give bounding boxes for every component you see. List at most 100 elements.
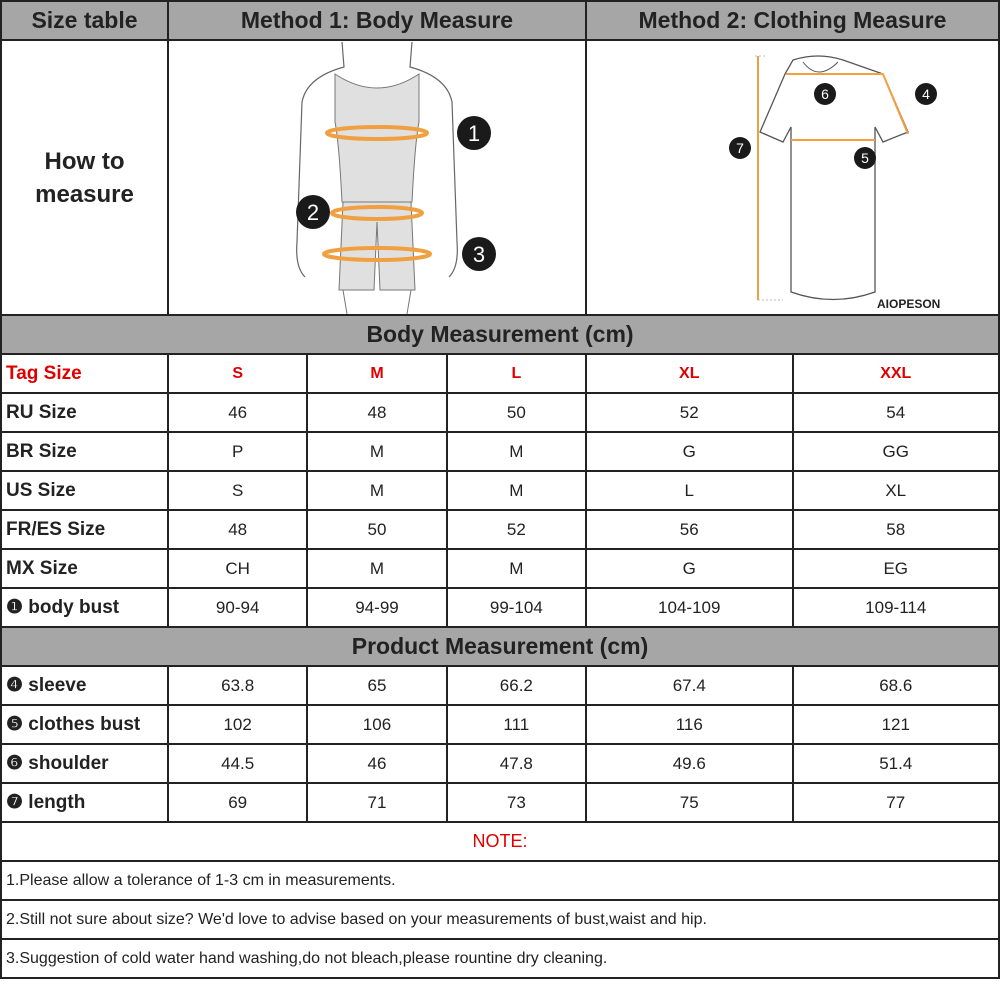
value-cell: P xyxy=(166,431,309,472)
how-to-measure: How to measure xyxy=(0,39,169,316)
value-cell: 44.5 xyxy=(166,743,309,784)
note-title: NOTE: xyxy=(0,821,1000,862)
table-row: ❹ sleeve 63.8 65 66.2 67.4 68.6 xyxy=(0,665,1000,706)
value-cell: 50 xyxy=(445,392,588,433)
svg-text:4: 4 xyxy=(922,86,930,102)
value-cell: 68.6 xyxy=(791,665,1000,706)
value-cell: 77 xyxy=(791,782,1000,823)
body-illustration: 1 2 3 xyxy=(296,42,496,313)
value-cell: 46 xyxy=(306,743,448,784)
marker-5: 5 xyxy=(853,146,876,169)
value-cell: CH xyxy=(166,548,309,589)
value-cell: M xyxy=(445,431,588,472)
value-cell: XL xyxy=(791,470,1000,511)
size-cell: XL xyxy=(585,353,794,394)
value-cell: 71 xyxy=(306,782,448,823)
note-text: 3.Suggestion of cold water hand washing,… xyxy=(0,938,1000,979)
body-section-title: Body Measurement (cm) xyxy=(0,314,1000,355)
value-cell: 51.4 xyxy=(791,743,1000,784)
value-cell: 109-114 xyxy=(791,587,1000,628)
value-cell: M xyxy=(306,470,448,511)
value-cell: M xyxy=(445,548,588,589)
note-title-row: NOTE: xyxy=(0,821,1000,862)
value-cell: 56 xyxy=(585,509,794,550)
row-label: ❼ length xyxy=(0,782,169,823)
value-cell: 94-99 xyxy=(306,587,448,628)
row-label: ❻ shoulder xyxy=(0,743,169,784)
table-row: FR/ES Size 48 50 52 56 58 xyxy=(0,509,1000,550)
value-cell: S xyxy=(166,470,309,511)
table-row: BR Size P M M G GG xyxy=(0,431,1000,472)
value-cell: 47.8 xyxy=(445,743,588,784)
row-label: MX Size xyxy=(0,548,169,589)
product-section-header: Product Measurement (cm) xyxy=(0,626,1000,667)
method-1-title: Method 1: Body Measure xyxy=(167,0,587,41)
marker-4: 4 xyxy=(914,82,937,105)
size-cell: XXL xyxy=(791,353,1000,394)
size-cell: S xyxy=(166,353,309,394)
body-rows: RU Size 46 48 50 52 54 BR Size P M M G GG US Size S M M… xyxy=(0,392,1000,628)
header-row: Size table Method 1: Body Measure Method… xyxy=(0,0,1000,41)
note-text: 2.Still not sure about size? We'd love t… xyxy=(0,899,1000,940)
row-label: BR Size xyxy=(0,431,169,472)
value-cell: 49.6 xyxy=(585,743,794,784)
value-cell: M xyxy=(306,431,448,472)
value-cell: L xyxy=(585,470,794,511)
value-cell: EG xyxy=(791,548,1000,589)
figure-row: How to measure 1 2 3 xyxy=(0,39,1000,316)
svg-text:7: 7 xyxy=(736,140,744,156)
value-cell: 69 xyxy=(166,782,309,823)
value-cell: 52 xyxy=(585,392,794,433)
value-cell: 58 xyxy=(791,509,1000,550)
svg-text:2: 2 xyxy=(307,200,319,225)
row-label: RU Size xyxy=(0,392,169,433)
value-cell: 116 xyxy=(585,704,794,745)
row-label: ❺ clothes bust xyxy=(0,704,169,745)
value-cell: 46 xyxy=(166,392,309,433)
shirt-illustration: 6 4 7 5 AIOPESON xyxy=(728,54,940,311)
table-row: ❶ body bust 90-94 94-99 99-104 104-109 109-11… xyxy=(0,587,1000,628)
svg-text:5: 5 xyxy=(861,150,869,166)
value-cell: 52 xyxy=(445,509,588,550)
table-row: US Size S M M L XL xyxy=(0,470,1000,511)
value-cell: 50 xyxy=(306,509,448,550)
value-cell: 65 xyxy=(306,665,448,706)
value-cell: 111 xyxy=(445,704,588,745)
marker-6: 6 xyxy=(813,82,836,105)
row-label: FR/ES Size xyxy=(0,509,169,550)
method-2-title: Method 2: Clothing Measure xyxy=(585,0,1000,41)
marker-2b: 2 xyxy=(296,194,330,229)
table-row: ❺ clothes bust 102 106 111 116 121 xyxy=(0,704,1000,745)
value-cell: 99-104 xyxy=(445,587,588,628)
value-cell: 121 xyxy=(791,704,1000,745)
table-row: MX Size CH M M G EG xyxy=(0,548,1000,589)
value-cell: G xyxy=(585,548,794,589)
value-cell: 66.2 xyxy=(445,665,588,706)
row-label: ❹ sleeve xyxy=(0,665,169,706)
row-label: US Size xyxy=(0,470,169,511)
note-row: 1.Please allow a tolerance of 1-3 cm in … xyxy=(0,860,1000,901)
value-cell: 48 xyxy=(166,509,309,550)
value-cell: 104-109 xyxy=(585,587,794,628)
value-cell: 73 xyxy=(445,782,588,823)
size-cell: L xyxy=(445,353,588,394)
note-row: 2.Still not sure about size? We'd love t… xyxy=(0,899,1000,940)
size-table: Size table Method 1: Body Measure Method… xyxy=(0,0,1000,979)
row-label: Tag Size xyxy=(0,353,169,394)
shirt-figure: 6 4 7 5 AIOPESON xyxy=(585,39,1000,316)
value-cell: 67.4 xyxy=(585,665,794,706)
body-section-header: Body Measurement (cm) xyxy=(0,314,1000,355)
brand-label: AIOPESON xyxy=(877,297,940,311)
svg-text:6: 6 xyxy=(821,86,829,102)
marker-7: 7 xyxy=(728,136,751,159)
value-cell: 90-94 xyxy=(166,587,309,628)
value-cell: GG xyxy=(791,431,1000,472)
table-row: RU Size 46 48 50 52 54 xyxy=(0,392,1000,433)
note-text: 1.Please allow a tolerance of 1-3 cm in … xyxy=(0,860,1000,901)
value-cell: 54 xyxy=(791,392,1000,433)
body-figure: 1 2 3 xyxy=(167,39,587,316)
note-row: 3.Suggestion of cold water hand washing,… xyxy=(0,938,1000,979)
table-row: ❻ shoulder 44.5 46 47.8 49.6 51.4 xyxy=(0,743,1000,784)
value-cell: M xyxy=(306,548,448,589)
product-section-title: Product Measurement (cm) xyxy=(0,626,1000,667)
